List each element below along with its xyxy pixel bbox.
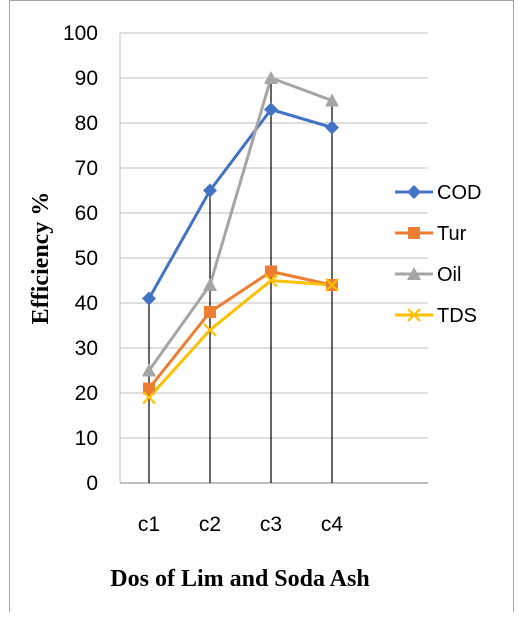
- y-axis-title: Efficiency %: [28, 192, 54, 325]
- chart-frame: [9, 0, 514, 612]
- x-tick-label: c4: [321, 513, 344, 536]
- series-line-oil: [147, 76, 333, 372]
- y-tick-label: 90: [75, 67, 98, 90]
- data-point-cod: [203, 183, 217, 198]
- legend-swatch-marker: [407, 185, 421, 199]
- legend-swatch-marker: [408, 227, 420, 239]
- data-point-tds-stroke-b: [325, 278, 339, 292]
- drop-lines: [148, 78, 333, 483]
- legend-label: TDS: [437, 305, 477, 327]
- data-point-oil: [142, 363, 156, 377]
- legend-item-oil: Oil: [395, 264, 461, 286]
- y-tick-label: 80: [75, 112, 98, 135]
- y-tick-label: 50: [75, 247, 98, 270]
- series-line-tds: [147, 279, 333, 399]
- y-tick-label: 60: [75, 202, 98, 225]
- legend: COD Tur Oil TDS: [395, 182, 481, 327]
- legend-label: Tur: [437, 223, 467, 245]
- y-tick-labels: 0 10 20 30 40 50 60 70 80 90 100: [63, 22, 98, 495]
- legend-swatch-marker: [407, 267, 421, 280]
- x-axis-title: Dos of Lim and Soda Ash: [110, 566, 369, 592]
- data-point-oil: [325, 93, 339, 107]
- y-tick-label: 0: [86, 472, 98, 495]
- data-point-cod: [142, 291, 156, 306]
- series-line-cod: [147, 108, 333, 300]
- x-tick-label: c3: [260, 513, 282, 536]
- gridlines: [119, 32, 428, 484]
- data-point-tds: [264, 273, 278, 288]
- x-tick-labels: c1 c2 c3 c4: [138, 513, 344, 536]
- data-point-tur: [204, 306, 216, 318]
- y-tick-label: 10: [75, 427, 98, 450]
- y-tick-label: 100: [63, 22, 98, 45]
- data-point-oil: [203, 278, 217, 291]
- series-markers: [142, 71, 339, 405]
- y-tick-label: 20: [75, 382, 98, 405]
- y-tick-label: 70: [75, 157, 98, 180]
- legend-label: Oil: [437, 264, 461, 286]
- data-point-tds-stroke-b: [203, 323, 217, 337]
- series-line-tur: [147, 270, 333, 390]
- data-point-tds: [142, 390, 156, 405]
- data-point-tds: [203, 323, 217, 337]
- legend-item-tds: TDS: [395, 305, 477, 327]
- data-point-tds-stroke-b: [264, 273, 278, 288]
- data-point-cod: [264, 102, 278, 117]
- y-tick-label: 30: [75, 337, 98, 360]
- x-tick-label: c1: [138, 513, 160, 536]
- data-point-tur: [265, 265, 277, 278]
- legend-swatch-marker: [407, 308, 421, 322]
- legend-label: COD: [437, 182, 481, 204]
- y-tick-label: 40: [75, 292, 98, 315]
- legend-item-cod: COD: [395, 182, 481, 204]
- data-point-oil: [264, 71, 278, 84]
- data-point-tds-stroke-b: [142, 390, 156, 405]
- data-point-tds: [325, 278, 339, 292]
- data-point-tur: [143, 382, 155, 395]
- x-tick-label: c2: [199, 513, 221, 536]
- legend-swatch-marker-stroke-b: [407, 308, 421, 322]
- data-point-cod: [325, 120, 339, 135]
- legend-item-tur: Tur: [395, 223, 467, 245]
- series-lines: [147, 76, 333, 399]
